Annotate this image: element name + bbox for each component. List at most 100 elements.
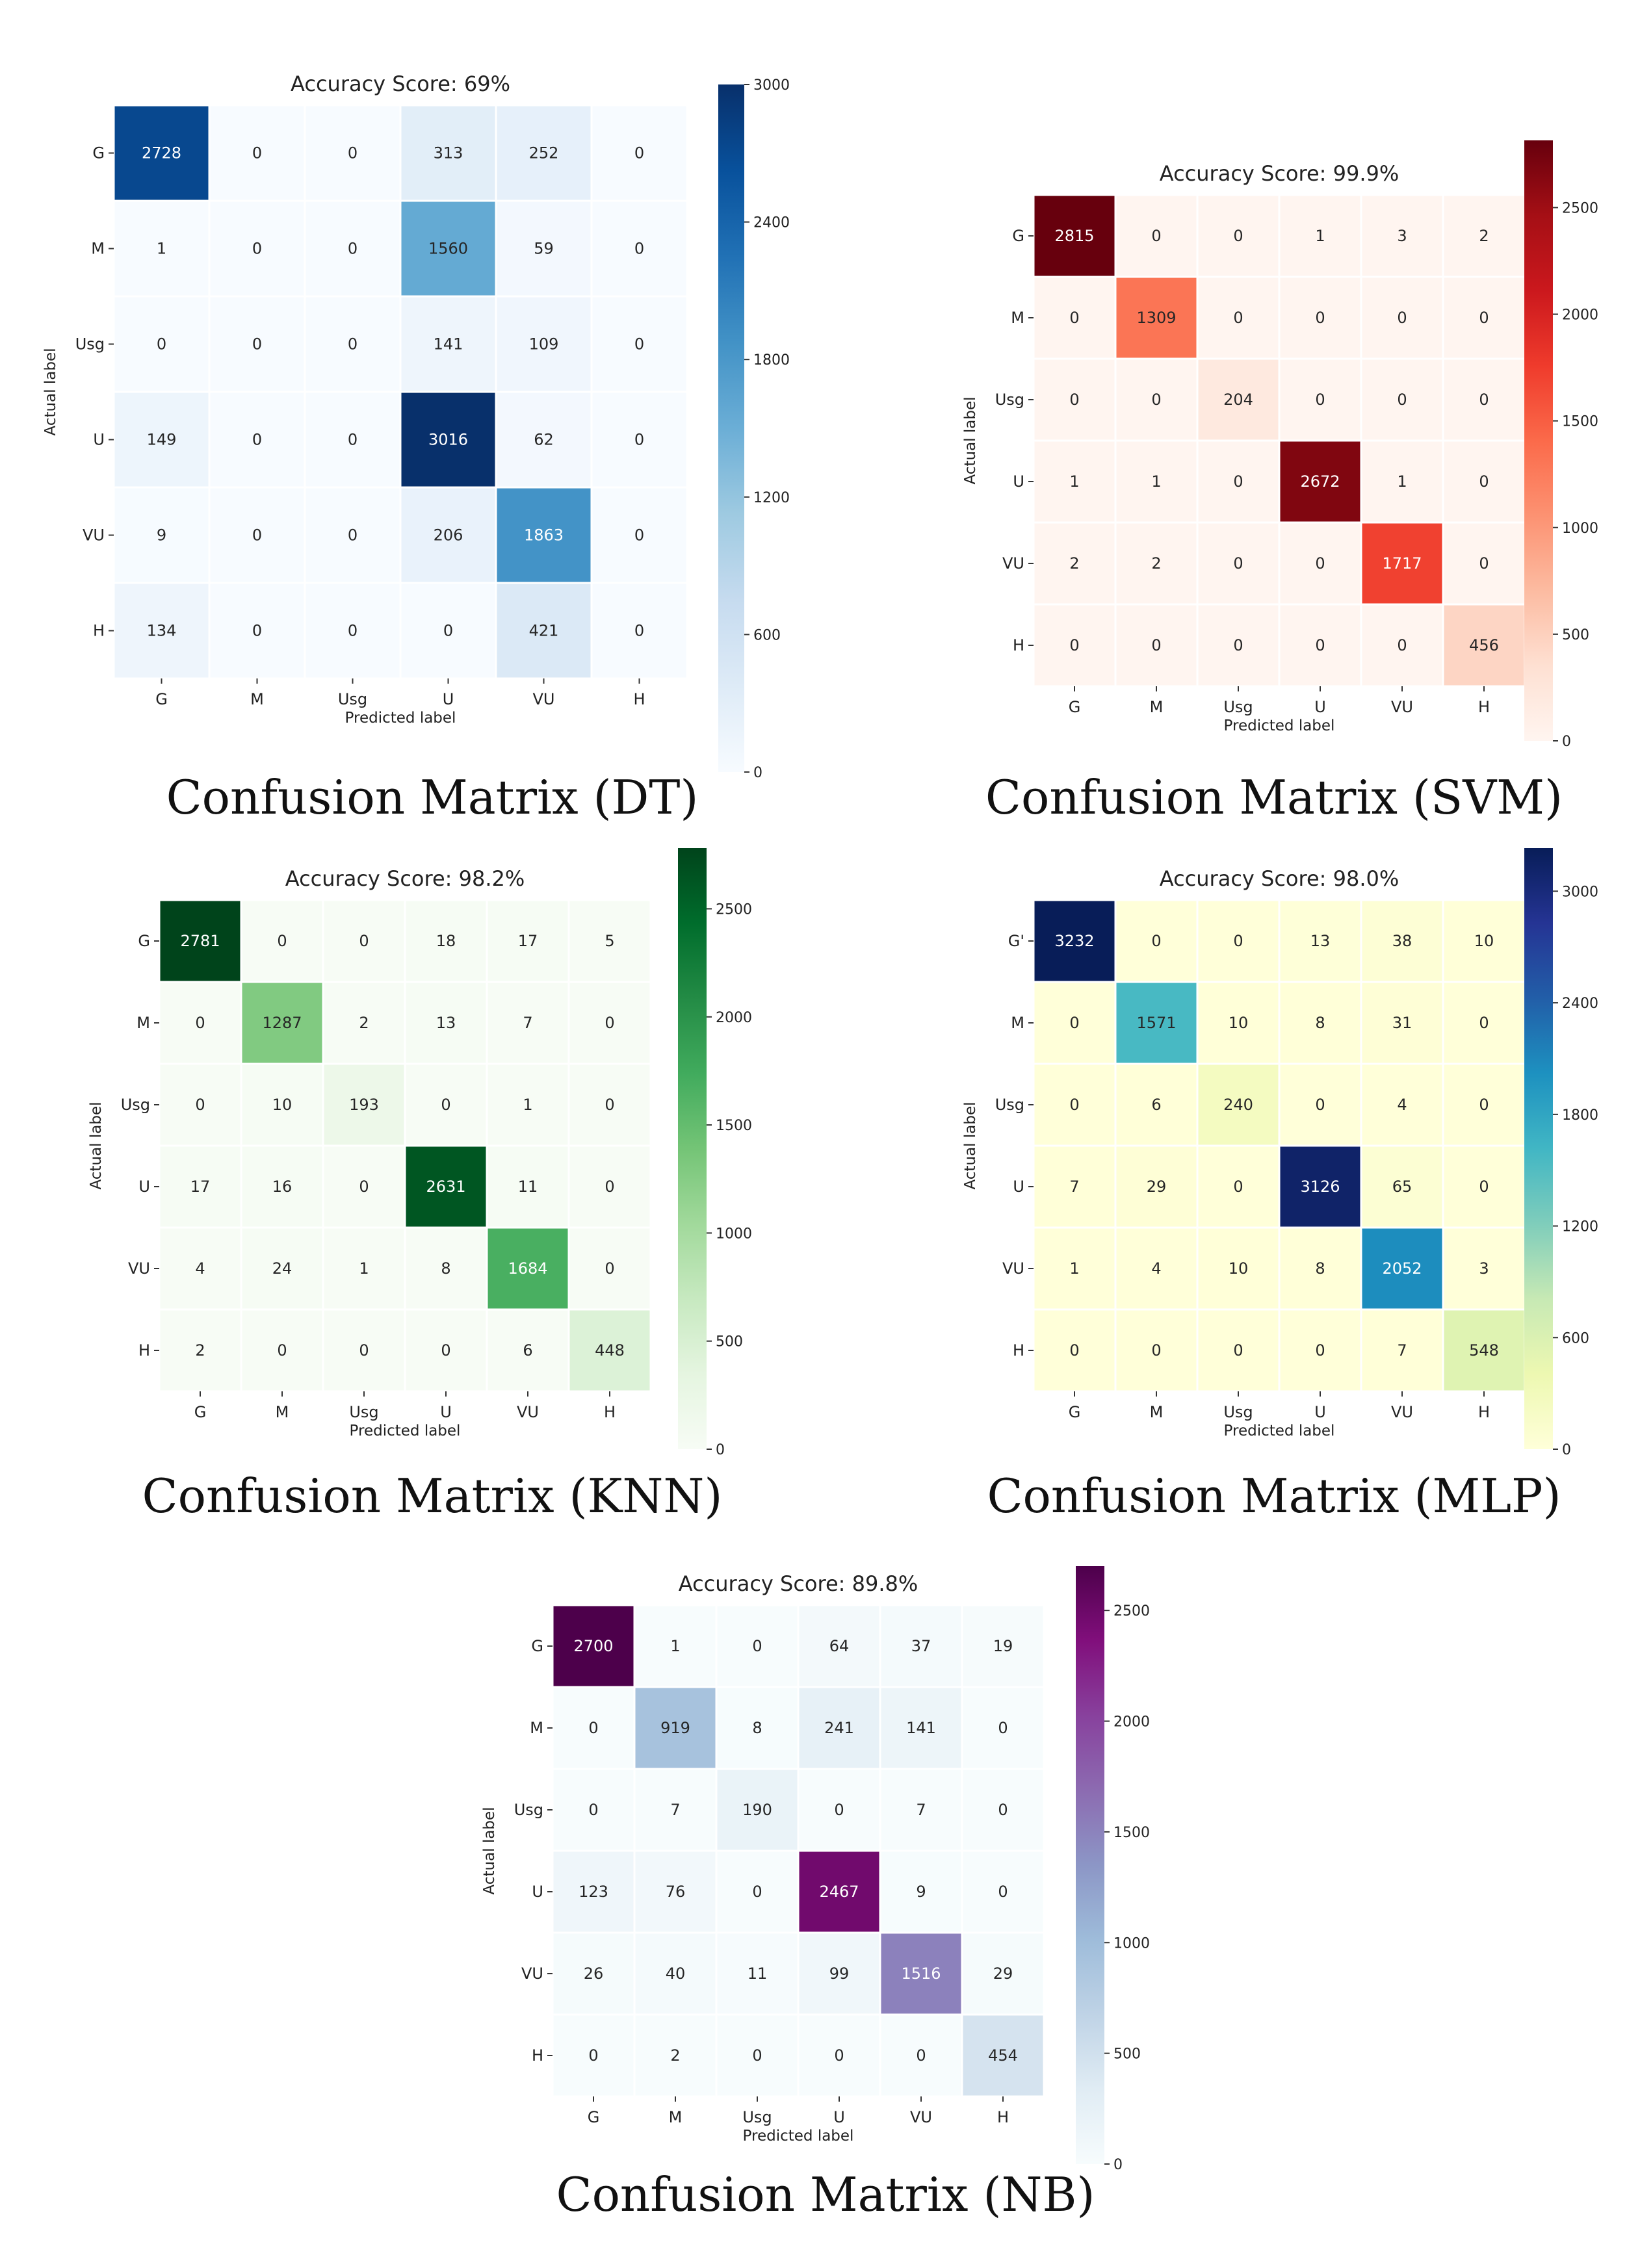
colorbar-tick-label: 2500 [1113,1603,1150,1619]
heatmap-cell [1442,521,1526,606]
cell-value: 1 [1069,1259,1079,1278]
heatmap-cell [797,1604,881,1688]
cell-value: 0 [752,1637,762,1655]
cell-value: 24 [272,1259,293,1278]
cell-value: 0 [359,1341,369,1360]
x-tick-label: M [1150,698,1164,716]
x-tick-label: G [194,1403,207,1421]
heatmap-cell [322,1308,406,1393]
cell-value: 0 [252,240,262,258]
y-tick-label: U [138,1178,150,1196]
heatmap-cell [567,899,652,983]
cell-value: 10 [1474,932,1494,950]
heatmap-cell [399,200,497,298]
cell-value: 0 [605,1014,614,1032]
cell-value: 0 [277,932,287,950]
cell-value: 0 [195,1096,205,1114]
y-tick-label: H [138,1341,150,1360]
heatmap-cell [158,1144,242,1229]
x-tick-label: Usg [1223,698,1253,716]
cell-value: 0 [634,622,644,640]
colorbar-tick-label: 3000 [1562,884,1598,900]
cell-value: 190 [742,1801,772,1819]
cell-value: 0 [1479,309,1489,327]
heatmap-cell [208,582,306,680]
cell-value: 9 [916,1883,926,1901]
heatmap-cell [322,1226,406,1311]
cell-value: 0 [1069,391,1079,409]
x-tick-label: H [633,690,645,708]
cell-value: 1 [523,1096,532,1114]
colorbar-tick-label: 1000 [1113,1935,1150,1952]
cell-value: 0 [1479,391,1489,409]
cell-value: 2728 [142,144,181,162]
cell-value: 0 [1151,1341,1161,1360]
y-tick-label: U [1013,1178,1024,1196]
heatmap-cell [1360,439,1444,524]
caption-svm: Confusion Matrix (SVM) [985,770,1563,825]
cell-value: 7 [1397,1341,1407,1360]
cell-value: 8 [441,1259,450,1278]
cell-value: 454 [988,2046,1018,2065]
x-tick-label: VU [1391,1403,1413,1421]
cell-value: 149 [147,431,177,449]
cell-value: 0 [588,2046,598,2065]
heatmap-cell [208,391,306,489]
heatmap-cell [304,295,402,393]
cell-value: 0 [1069,1341,1079,1360]
x-tick-label: U [443,690,454,708]
colorbar-tick-label: 0 [753,765,762,781]
heatmap-cell [112,104,211,202]
x-tick-label: U [1314,698,1326,716]
cell-value: 0 [252,144,262,162]
cell-value: 0 [1479,472,1489,491]
heatmap-cell [495,391,593,489]
cell-value: 134 [147,622,177,640]
cell-value: 2815 [1054,227,1094,245]
x-tick-label: G [1069,1403,1081,1421]
heatmap-cell [208,200,306,298]
cell-value: 2781 [180,932,220,950]
x-tick-label: M [250,690,264,708]
cell-value: 0 [1233,309,1243,327]
cell-value: 0 [1315,1341,1325,1360]
heatmap-cell [1114,603,1199,688]
cell-value: 0 [441,1341,450,1360]
cell-value: 0 [1479,1096,1489,1114]
heatmap-cell [158,899,242,983]
heatmap-cell [590,582,688,680]
y-axis-label: Actual label [481,1807,498,1895]
cell-value: 448 [595,1341,625,1360]
cell-value: 0 [605,1259,614,1278]
y-axis-label: Actual label [962,397,979,485]
heatmap-dt: Accuracy Score: 69% 2728 0 0 313 252 0 1 0 0 1560 5… [42,71,790,781]
heatmap-cell [240,1226,324,1311]
heatmap-cell [1442,276,1526,360]
colorbar-tick-label: 0 [1562,734,1571,750]
heatmap-cell [495,295,593,393]
cell-value: 1516 [901,1965,941,1983]
cell-value: 0 [1397,636,1407,654]
heatmap-cell [322,899,406,983]
cell-value: 0 [252,431,262,449]
heatmap-cell [1196,1063,1281,1147]
cell-value: 141 [906,1719,936,1737]
heatmap-cell [1114,276,1199,360]
heatmap-cell [715,1931,800,2016]
x-tick-label: M [1150,1403,1164,1421]
heatmap-cell [1114,1226,1199,1311]
cell-value: 4 [1397,1096,1407,1114]
colorbar-tick-label: 2500 [716,901,752,918]
heatmap-cell [304,104,402,202]
cell-value: 0 [752,1883,762,1901]
heatmap-cell [486,1308,570,1393]
cell-value: 0 [1233,932,1243,950]
cell-value: 10 [1229,1259,1249,1278]
x-tick-label: M [669,2108,683,2126]
y-tick-label: Usg [75,335,105,354]
colorbar [1524,848,1553,1449]
cell-value: 0 [605,1096,614,1114]
y-tick-label: Usg [995,391,1024,409]
colorbar-tick-label: 1500 [1562,414,1598,430]
x-tick-label: Usg [742,2108,772,2126]
